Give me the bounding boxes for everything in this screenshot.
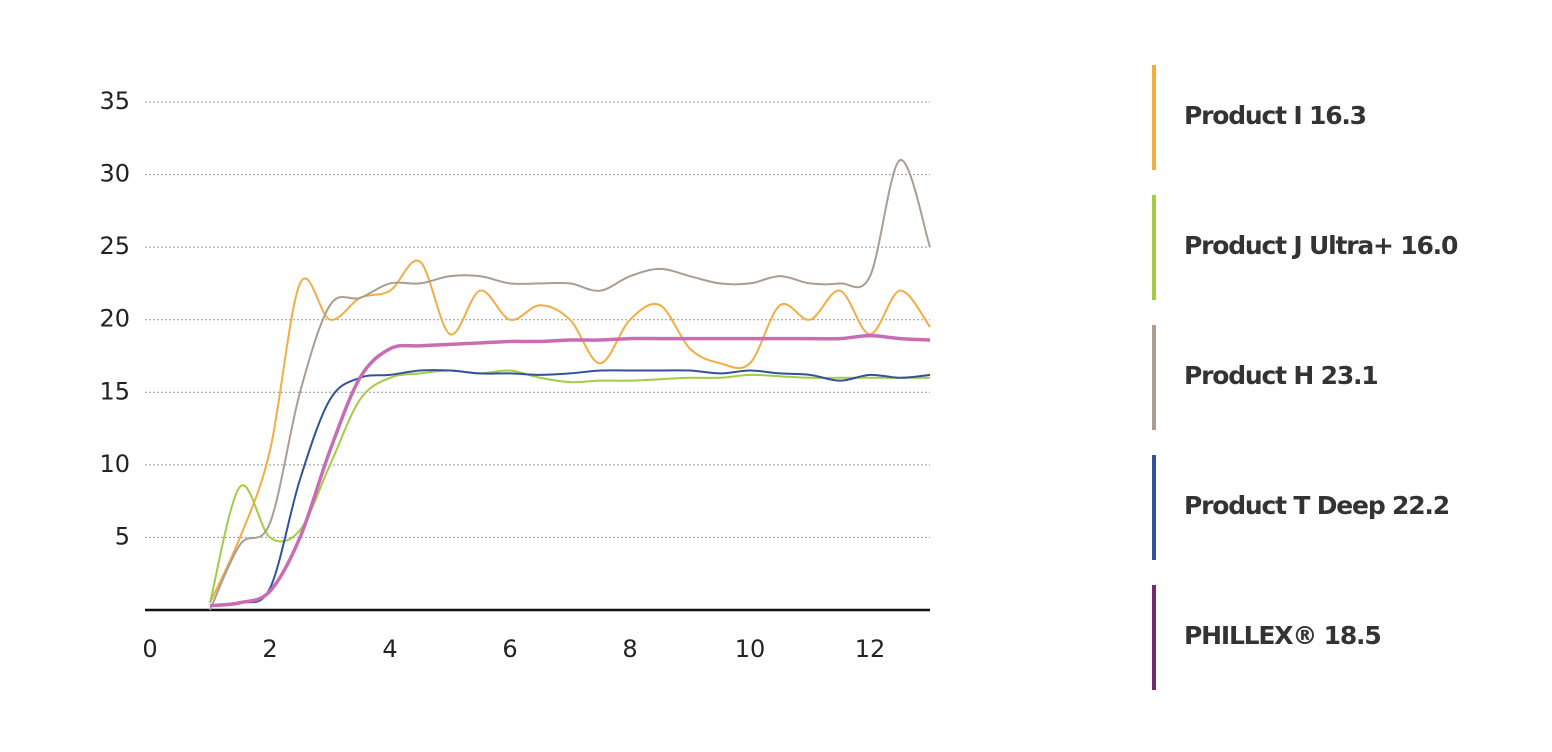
y-tick-label: 30 — [99, 160, 130, 188]
x-tick-label: 0 — [142, 635, 157, 663]
x-tick-label: 12 — [855, 635, 886, 663]
y-tick-label: 25 — [99, 232, 130, 260]
y-tick-label: 10 — [99, 450, 130, 478]
y-tick-label: 15 — [99, 377, 130, 405]
legend-swatch — [1152, 195, 1156, 300]
series-line — [209, 369, 931, 607]
legend-label: Product I 16.3 — [1184, 101, 1366, 130]
x-tick-label: 4 — [382, 635, 397, 663]
legend-label: Product H 23.1 — [1184, 361, 1378, 390]
plot-area: 5 10 15 20 25 30 35 0 2 4 6 8 10 12 — [99, 87, 931, 663]
series-line — [209, 369, 930, 603]
y-tick-label: 35 — [99, 87, 130, 115]
legend: Product I 16.3 Product J Ultra+ 16.0 Produ… — [1152, 65, 1459, 690]
x-tick-label: 10 — [735, 635, 766, 663]
legend-label: Product J Ultra+ 16.0 — [1184, 231, 1458, 260]
series-line — [209, 333, 931, 608]
legend-swatch — [1152, 325, 1156, 430]
legend-swatch — [1152, 455, 1156, 560]
legend-label: PHILLEX® 18.5 — [1184, 621, 1381, 650]
legend-swatch — [1152, 65, 1156, 170]
x-tick-label: 8 — [622, 635, 637, 663]
series-line — [209, 159, 931, 611]
x-tick-label: 6 — [502, 635, 517, 663]
y-tick-label: 20 — [99, 305, 130, 333]
legend-swatch — [1152, 585, 1156, 690]
legend-label: Product T Deep 22.2 — [1184, 491, 1449, 520]
y-tick-label: 5 — [115, 522, 130, 550]
x-tick-label: 2 — [262, 635, 277, 663]
series-line — [209, 259, 931, 604]
